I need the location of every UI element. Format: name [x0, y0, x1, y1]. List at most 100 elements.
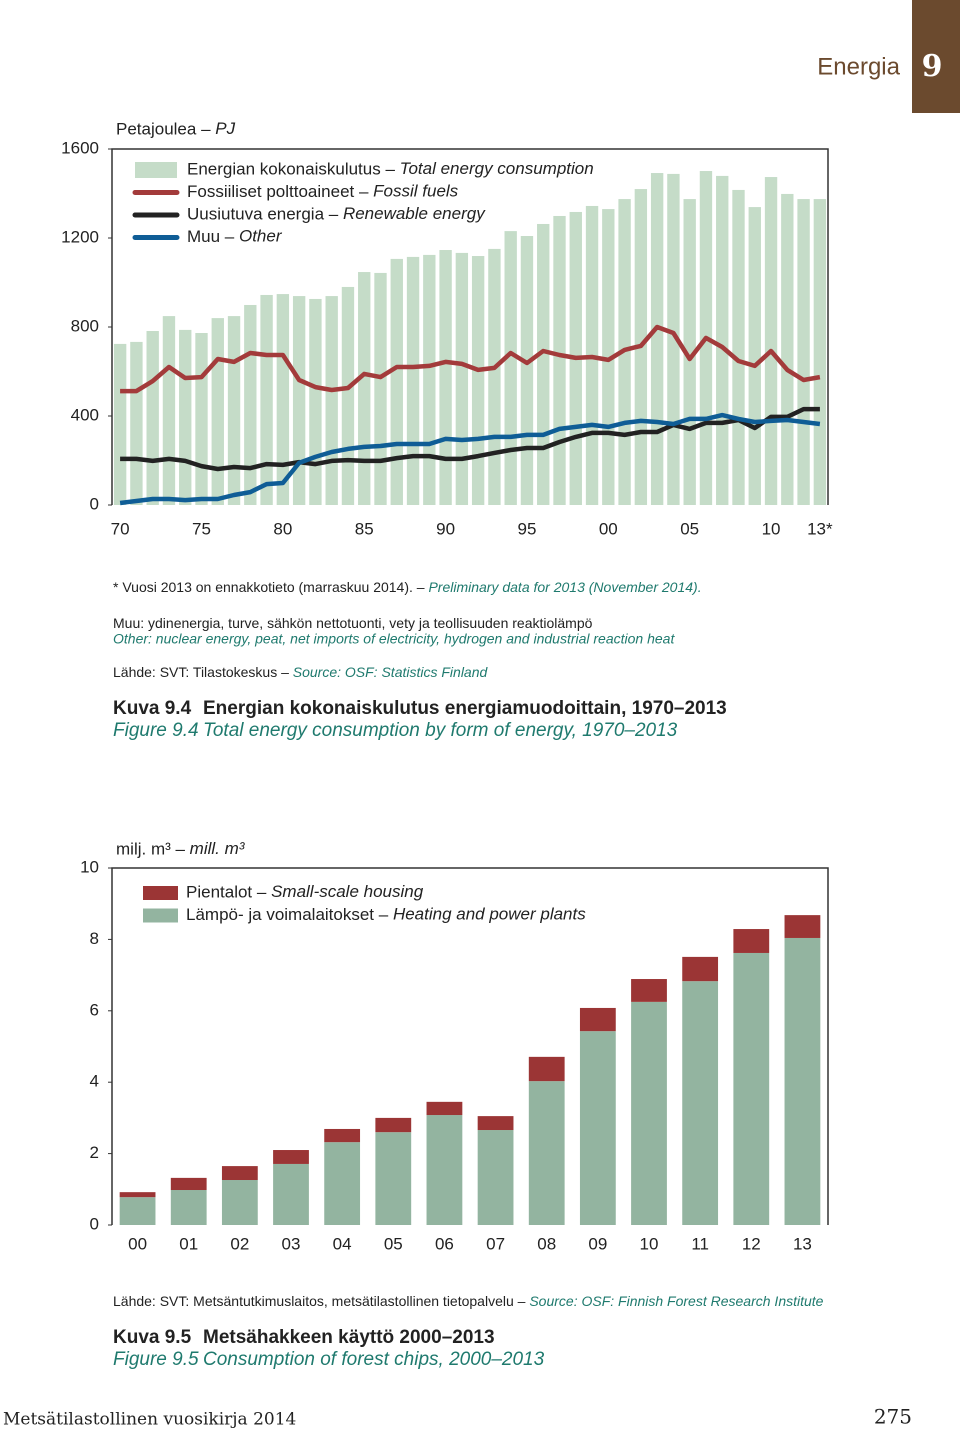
y-tick-label: 0	[90, 1214, 99, 1233]
y-tick-label: 1600	[61, 138, 99, 157]
note-fi: Lähde: SVT: Metsäntutkimuslaitos, metsät…	[113, 1293, 526, 1309]
bar-segment	[119, 1197, 156, 1225]
x-tick-label: 07	[486, 1234, 505, 1253]
caption-label-en: Figure 9.5	[113, 1349, 199, 1370]
x-tick-label: 10	[640, 1234, 659, 1253]
bar	[130, 341, 143, 505]
y-tick-label: 400	[71, 405, 99, 424]
bar-segment	[375, 1117, 412, 1133]
bar-segment	[528, 1056, 565, 1082]
caption-label: Kuva 9.4	[113, 698, 192, 719]
bar	[439, 250, 452, 505]
bar	[162, 316, 176, 505]
legend-swatch	[143, 886, 178, 900]
bar-segment	[170, 1177, 207, 1191]
bar-segment	[784, 915, 821, 938]
bar	[455, 252, 469, 505]
x-tick-label: 80	[273, 519, 292, 538]
bar	[113, 343, 127, 505]
x-tick-label: 13*	[807, 519, 833, 538]
bar	[260, 294, 273, 505]
legend-label: Pientalot – Small-scale housing	[186, 882, 424, 901]
x-tick-label: 03	[282, 1234, 301, 1253]
bar	[244, 304, 257, 505]
bar-segment	[426, 1115, 463, 1225]
bar	[488, 248, 501, 505]
bar	[406, 256, 420, 505]
bar	[732, 189, 745, 505]
x-tick-label: 11	[691, 1234, 709, 1253]
bar-segment	[631, 979, 667, 1002]
bar	[781, 193, 794, 505]
caption-label-en: Figure 9.4	[113, 720, 199, 741]
legend-label: Uusiutuva energia – Renewable energy	[187, 204, 486, 223]
series-line	[120, 406, 820, 472]
bar-segment	[273, 1163, 309, 1225]
bar	[374, 272, 387, 505]
section-tab	[912, 0, 960, 113]
x-tick-label: 95	[517, 519, 536, 538]
x-tick-label: 05	[680, 519, 699, 538]
legend-swatch	[143, 908, 178, 923]
legend-label: Fossiiliset polttoaineet – Fossil fuels	[187, 182, 459, 201]
x-tick-label: 00	[599, 519, 618, 538]
bar	[146, 331, 159, 505]
bar	[390, 258, 403, 505]
bar	[276, 294, 290, 505]
bar-segment	[273, 1150, 309, 1164]
x-tick-label: 09	[588, 1234, 607, 1253]
bar	[797, 199, 810, 505]
legend-swatch	[135, 162, 177, 178]
bar-segment	[170, 1190, 207, 1225]
y-tick-label: 6	[90, 1000, 99, 1019]
bar-segment	[631, 1001, 667, 1225]
bar	[553, 215, 566, 505]
x-tick-label: 02	[230, 1234, 249, 1253]
note: Muu: ydinenergia, turve, sähkön nettotuo…	[113, 615, 593, 631]
caption-title: Metsähakkeen käyttö 2000–2013	[203, 1327, 495, 1348]
y-tick-label: 4	[90, 1072, 99, 1091]
bar-segment	[477, 1116, 514, 1131]
bar	[748, 207, 761, 505]
y-tick-label: 0	[90, 494, 99, 513]
bar	[325, 296, 338, 505]
x-tick-label: 05	[384, 1234, 403, 1253]
bar-segment	[528, 1081, 565, 1225]
bar	[341, 286, 355, 505]
x-tick-label: 08	[537, 1234, 556, 1253]
axis-unit-label: Petajoulea – PJ	[116, 119, 236, 138]
plot-frame	[111, 867, 829, 1225]
y-tick-label: 1200	[61, 227, 99, 246]
x-tick-label: 04	[333, 1234, 352, 1253]
caption-label: Kuva 9.5	[113, 1327, 192, 1348]
note-en: Source: OSF: Statistics Finland	[293, 664, 489, 680]
x-tick-label: 90	[436, 519, 455, 538]
bar-segment	[221, 1166, 258, 1181]
bar	[813, 199, 827, 505]
caption-title: Energian kokonaiskulutus energiamuodoitt…	[203, 698, 727, 719]
legend-label: Muu – Other	[187, 227, 283, 246]
bar-segment	[784, 937, 821, 1225]
bar-segment	[221, 1180, 258, 1225]
note-fi: * Vuosi 2013 on ennakkotieto (marraskuu …	[113, 579, 425, 595]
bar-segment	[579, 1007, 616, 1032]
section-title: Energia	[817, 53, 900, 80]
legend-label: Energian kokonaiskulutus – Total energy …	[187, 159, 594, 178]
axis-unit-label: milj. m³ – mill. m³	[116, 839, 246, 858]
bar	[195, 333, 208, 505]
footer-title: Metsätilastollinen vuosikirja 2014	[3, 1410, 296, 1430]
note-en: Source: OSF: Finnish Forest Research Ins…	[529, 1293, 823, 1309]
legend-label: Lämpö- ja voimalaitokset – Heating and p…	[186, 905, 586, 924]
y-tick-label: 8	[90, 929, 99, 948]
y-tick-label: 2	[90, 1143, 99, 1162]
bar	[423, 254, 436, 505]
note: Lähde: SVT: Tilastokeskus – Source: OSF:…	[113, 664, 488, 680]
section-number: 9	[922, 49, 943, 84]
x-tick-label: 00	[128, 1234, 147, 1253]
bar-segment	[477, 1130, 514, 1225]
bar	[358, 272, 371, 505]
note-fi: Muu: ydinenergia, turve, sähkön nettotuo…	[113, 615, 593, 631]
note-fi: Lähde: SVT: Tilastokeskus –	[113, 664, 289, 680]
x-tick-label: 75	[192, 519, 211, 538]
